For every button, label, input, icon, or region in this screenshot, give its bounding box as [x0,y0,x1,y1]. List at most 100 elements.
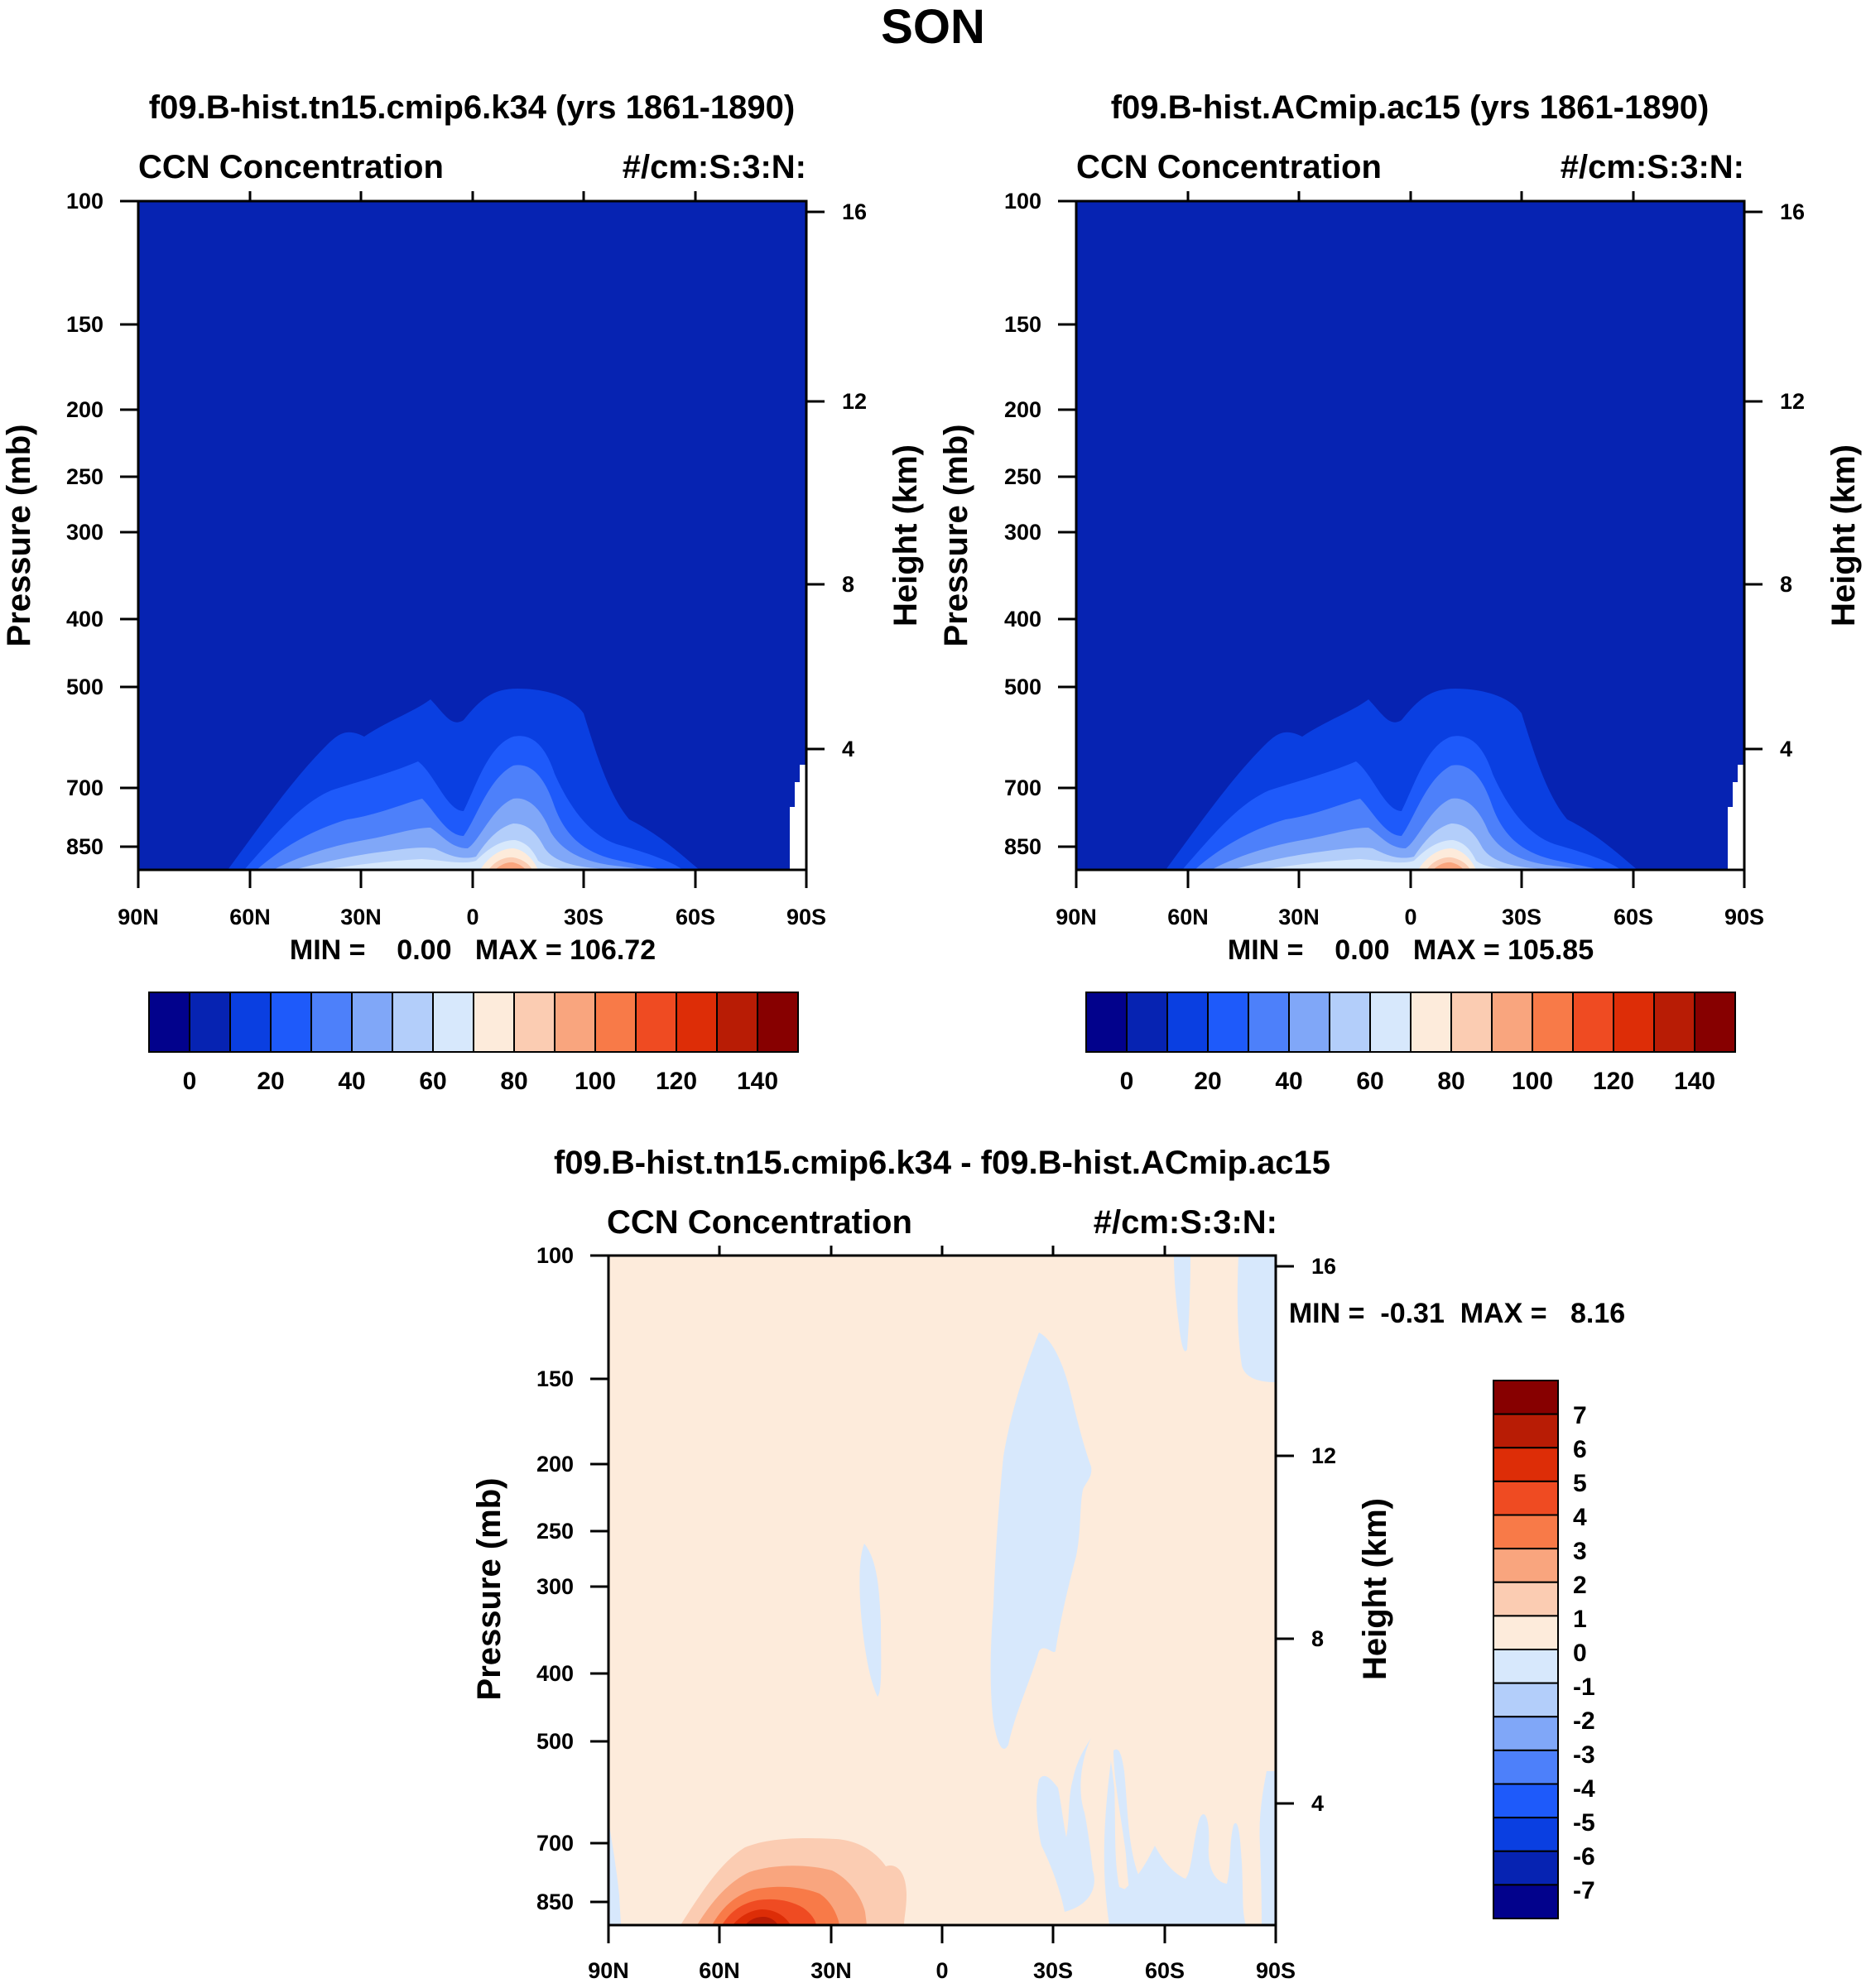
panel-1-ylabel-right: Height (km) [887,444,924,627]
panel-1-ylabel: Pressure (mb) [1,425,37,647]
panel-3-contour-field [608,1256,1276,1925]
panel-1-colorbar-label: 80 [500,1068,527,1095]
panel-1-ytick: 100 [66,189,103,214]
panel-2-colorbar-box [1694,992,1736,1053]
panel-3-colorbar-label: 4 [1573,1504,1587,1531]
panel-1-min-max: MIN = 0.00 MAX = 106.72 [290,934,656,966]
panel-1-colorbar-box [189,992,231,1053]
panel-2-colorbar-box [1126,992,1168,1053]
panel-2-colorbar-label: 100 [1512,1068,1553,1095]
panel-1-colorbar-label: 0 [183,1068,197,1095]
panel-3-x-ticks: 90N 60N 30N 0 30S 60S 90S [588,1958,1296,1983]
panel-2-xtick: 30S [1502,905,1541,929]
panel-3-xtick: 60N [699,1958,740,1983]
panel-1-ytick: 250 [66,464,103,489]
panel-1-colorbar-box [392,992,434,1053]
panel-1-colorbar-box [513,992,555,1053]
panel-1-units-label: #/cm:S:3:N: [623,149,806,185]
panel-2-colorbar-label: 80 [1437,1068,1464,1095]
panel-3-x-tick-marks [607,1246,1277,1943]
panel-1-title: f09.B-hist.tn15.cmip6.k34 (yrs 1861-1890… [149,89,795,126]
panel-2-contour-field [1076,201,1744,870]
panel-3-colorbar-box [1493,1447,1559,1482]
panel-1-colorbar-box [432,992,474,1053]
panel-3-colorbar-label: -3 [1573,1741,1595,1769]
panel-3-colorbar-box [1493,1783,1559,1819]
panel-1-contour-field [138,201,806,870]
panel-3-colorbar-box [1493,1649,1559,1684]
panel-1-xtick: 90S [786,905,826,929]
panel-3-y-tick-marks [590,1254,1294,1904]
panel-2-colorbar-box [1572,992,1614,1053]
panel-3-ytick-right: 12 [1311,1443,1336,1468]
panel-1-x-ticks: 90N 60N 30N 0 30S 60S 90S [118,905,826,929]
panel-2-colorbar-label: 60 [1356,1068,1383,1095]
panel-1-ytick-right: 4 [842,737,854,761]
panel-3-ytick: 100 [536,1243,574,1268]
panel-2-ytick-right: 4 [1780,737,1792,761]
panel-1-colorbar-box [757,992,799,1053]
panel-2-ytick: 250 [1004,464,1041,489]
panel-3-colorbar-label: -7 [1573,1877,1595,1904]
panel-3-ytick: 300 [536,1574,574,1599]
panel-2-colorbar-box [1207,992,1249,1053]
panel-1-colorbar-label: 40 [338,1068,365,1095]
panel-1-colorbar-box [473,992,515,1053]
panel-2-xtick: 60S [1614,905,1653,929]
panel-3-variable-label: CCN Concentration [607,1204,912,1241]
panel-1-y-ticks: 100 150 200 250 300 400 500 700 850 [66,189,103,859]
panel-1-colorbar-label: 140 [737,1068,778,1095]
panel-2-colorbar-box [1288,992,1330,1053]
panel-2-y-tick-marks [1058,199,1763,848]
panel-3-colorbar-label: -1 [1573,1673,1595,1701]
panel-1-ytick-right: 8 [842,572,854,597]
panel-3-colorbar-box [1493,1581,1559,1617]
panel-2-ytick: 850 [1004,834,1041,859]
panel-1-colorbar-box [716,992,758,1053]
panel-1-colorbar-box [270,992,312,1053]
panel-1-xtick: 30N [340,905,382,929]
panel-3: f09.B-hist.tn15.cmip6.k34 - f09.B-hist.A… [471,1145,1625,1983]
panel-3-ytick: 700 [536,1831,574,1856]
panel-3-colorbar-label: 5 [1573,1470,1587,1497]
panel-1-xtick: 90N [118,905,159,929]
panel-3-colorbar-label: 2 [1573,1572,1587,1599]
panel-2-ytick: 300 [1004,520,1041,545]
panel-2-xtick: 90S [1724,905,1764,929]
panel-3-colorbar-box [1493,1413,1559,1449]
panel-1-ytick: 500 [66,675,103,699]
panel-3-colorbar-box [1493,1548,1559,1583]
panel-3-colorbar-box [1493,1514,1559,1550]
panel-2-colorbar-box [1329,992,1371,1053]
panel-3-xtick: 0 [935,1958,948,1983]
panel-3-y-ticks: 100 150 200 250 300 400 500 700 850 [536,1243,574,1914]
panel-3-colorbar-box [1493,1615,1559,1651]
panel-1: f09.B-hist.tn15.cmip6.k34 (yrs 1861-1890… [1,89,924,1095]
panel-1-ytick-right: 16 [842,199,867,224]
panel-2-xtick: 90N [1056,905,1097,929]
panel-3-colorbar-label: -5 [1573,1809,1595,1837]
panel-2-colorbar-box [1369,992,1412,1053]
panel-2-ytick: 150 [1004,312,1041,337]
panel-1-variable-label: CCN Concentration [138,149,444,185]
panel-3-ylabel-right: Height (km) [1357,1498,1393,1680]
panel-2-x-tick-marks [1075,191,1746,888]
panel-2-ytick: 700 [1004,776,1041,800]
panel-3-min-max: MIN = -0.31 MAX = 8.16 [1289,1298,1625,1329]
panel-3-colorbar-label: 6 [1573,1436,1587,1463]
panel-3-colorbar-label: -2 [1573,1707,1595,1735]
panel-2: f09.B-hist.ACmip.ac15 (yrs 1861-1890) CC… [938,89,1862,1095]
panel-2-min-max: MIN = 0.00 MAX = 105.85 [1228,934,1594,966]
panel-3-colorbar-label: 3 [1573,1538,1587,1565]
panel-1-colorbar-box [594,992,637,1053]
panel-2-ytick-right: 16 [1780,199,1805,224]
panel-1-colorbar-box [229,992,272,1053]
panel-1-colorbar-box [554,992,596,1053]
panel-3-xtick: 60S [1145,1958,1185,1983]
panel-1-ytick: 200 [66,397,103,422]
panel-2-ylabel: Pressure (mb) [938,425,974,647]
panel-3-ytick: 500 [536,1729,574,1754]
panel-1-ytick-right: 12 [842,389,867,414]
panel-3-colorbar-box [1493,1850,1559,1886]
